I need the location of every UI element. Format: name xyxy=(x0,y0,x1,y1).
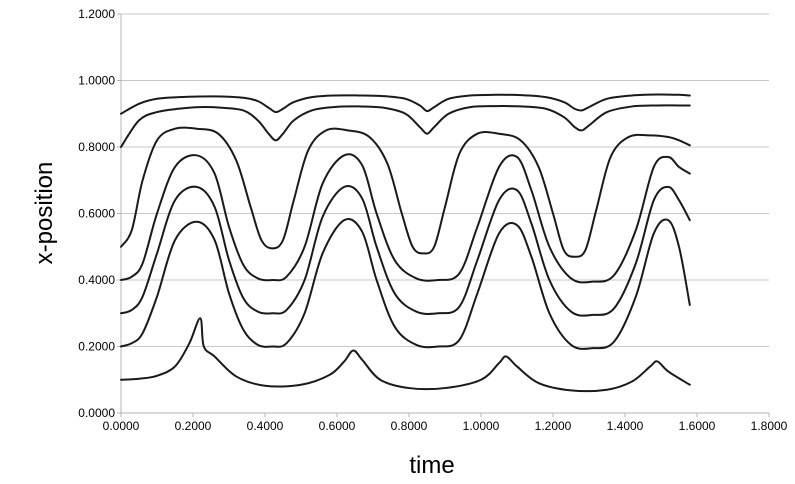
series-line-4 xyxy=(120,153,691,284)
x-tick-label: 1.6000 xyxy=(679,419,716,433)
x-tick-label: 0.4000 xyxy=(247,419,284,433)
x-tick-label: 1.8000 xyxy=(751,419,788,433)
x-tick-label: 0.6000 xyxy=(319,419,356,433)
x-tick-label: 1.2000 xyxy=(535,419,572,433)
x-tick-label: 0.8000 xyxy=(391,419,428,433)
series-line-2 xyxy=(120,218,691,350)
y-tick-label: 0.0000 xyxy=(78,406,115,420)
series-line-6 xyxy=(120,104,691,148)
y-tick-label: 1.0000 xyxy=(78,74,115,88)
y-tick-label: 1.2000 xyxy=(78,7,115,21)
series-line-7 xyxy=(120,93,691,115)
x-tick-label: 0.2000 xyxy=(175,419,212,433)
x-tick-label: 1.0000 xyxy=(463,419,500,433)
y-tick-label: 0.6000 xyxy=(78,207,115,221)
y-tick-label: 0.2000 xyxy=(78,340,115,354)
series-line-1 xyxy=(120,317,691,393)
gridlines xyxy=(121,13,769,414)
y-tick-label: 0.4000 xyxy=(78,273,115,287)
series-line-5 xyxy=(120,126,691,258)
x-tick-label: 0.0000 xyxy=(103,419,140,433)
series-lines xyxy=(120,93,691,393)
y-axis-title: x-position xyxy=(31,162,58,265)
x-tick-label: 1.4000 xyxy=(607,419,644,433)
x-axis-title: time xyxy=(409,452,454,479)
series-line-3 xyxy=(120,185,691,317)
y-tick-label: 0.8000 xyxy=(78,140,115,154)
y-tick-labels: 0.0000 0.2000 0.4000 0.6000 0.8000 1.0000 1.20… xyxy=(78,7,115,420)
x-tick-labels: 0.0000 0.2000 0.4000 0.6000 0.8000 1.0000 1.20… xyxy=(103,419,788,433)
